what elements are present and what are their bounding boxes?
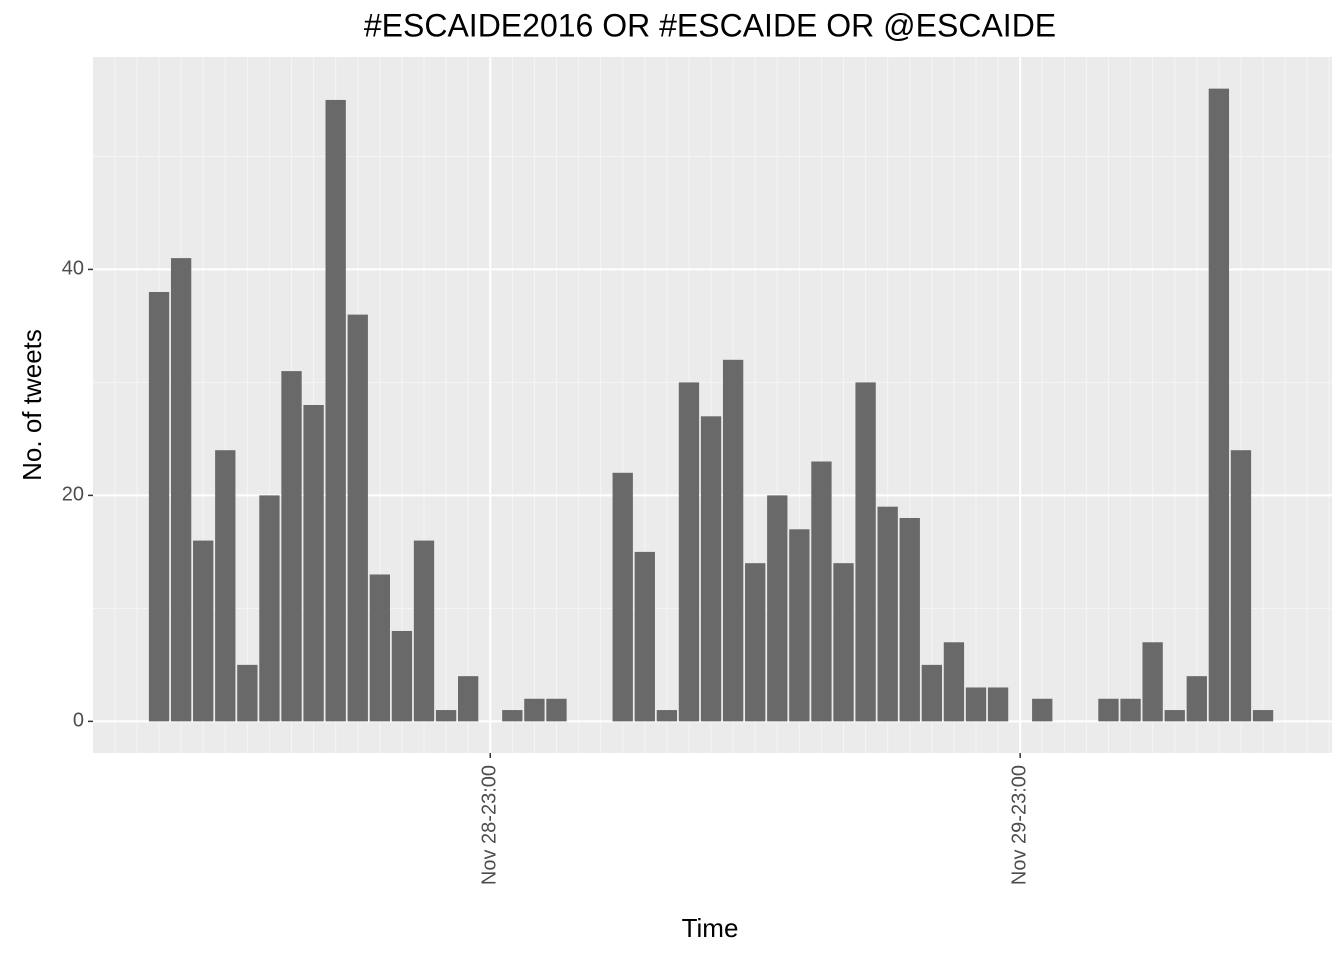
- y-tick-label: 20: [62, 484, 84, 506]
- bar: [413, 540, 435, 722]
- bar: [1252, 710, 1274, 722]
- bar: [546, 698, 567, 722]
- bar: [943, 642, 965, 722]
- bar: [1120, 698, 1141, 722]
- y-tick-label: 40: [62, 258, 84, 280]
- bar: [899, 517, 920, 722]
- bar: [1142, 642, 1163, 722]
- bar: [921, 664, 942, 722]
- bar: [435, 710, 457, 722]
- bar: [347, 314, 368, 722]
- bar: [877, 506, 898, 722]
- bar: [215, 450, 236, 722]
- x-tick-label: Nov 29-23:00: [1008, 765, 1030, 885]
- chart-title: #ESCAIDE2016 OR #ESCAIDE OR @ESCAIDE: [364, 7, 1056, 43]
- bar: [259, 495, 280, 722]
- bar: [281, 371, 302, 722]
- bar: [369, 574, 390, 722]
- bar: [237, 664, 258, 722]
- bar: [722, 359, 744, 722]
- bar: [965, 687, 987, 722]
- bar: [745, 563, 766, 722]
- bar: [987, 687, 1009, 722]
- bar: [170, 258, 192, 722]
- bar: [325, 99, 346, 722]
- bar: [148, 292, 170, 722]
- bar: [193, 540, 214, 722]
- y-tick-label: 0: [73, 710, 84, 732]
- x-axis-title: Time: [682, 913, 739, 943]
- bar: [502, 710, 523, 722]
- bar: [1032, 698, 1053, 722]
- bar: [767, 495, 788, 722]
- bar: [1230, 450, 1252, 722]
- bar: [855, 382, 876, 722]
- bar: [303, 405, 324, 722]
- bar: [612, 472, 633, 722]
- bar: [700, 416, 722, 722]
- bar: [524, 698, 545, 722]
- bar: [1208, 88, 1230, 722]
- bar: [833, 563, 854, 722]
- bar: [1164, 710, 1185, 722]
- bar: [678, 382, 700, 722]
- bar: [391, 630, 413, 722]
- bar: [656, 710, 678, 722]
- bar: [811, 461, 832, 722]
- y-axis-title: No. of tweets: [17, 329, 47, 481]
- bar: [1098, 698, 1119, 722]
- bar: [1186, 676, 1207, 722]
- x-tick-label: Nov 28-23:00: [479, 765, 501, 885]
- bar: [634, 551, 655, 722]
- bar: [458, 676, 479, 722]
- bar: [789, 529, 810, 722]
